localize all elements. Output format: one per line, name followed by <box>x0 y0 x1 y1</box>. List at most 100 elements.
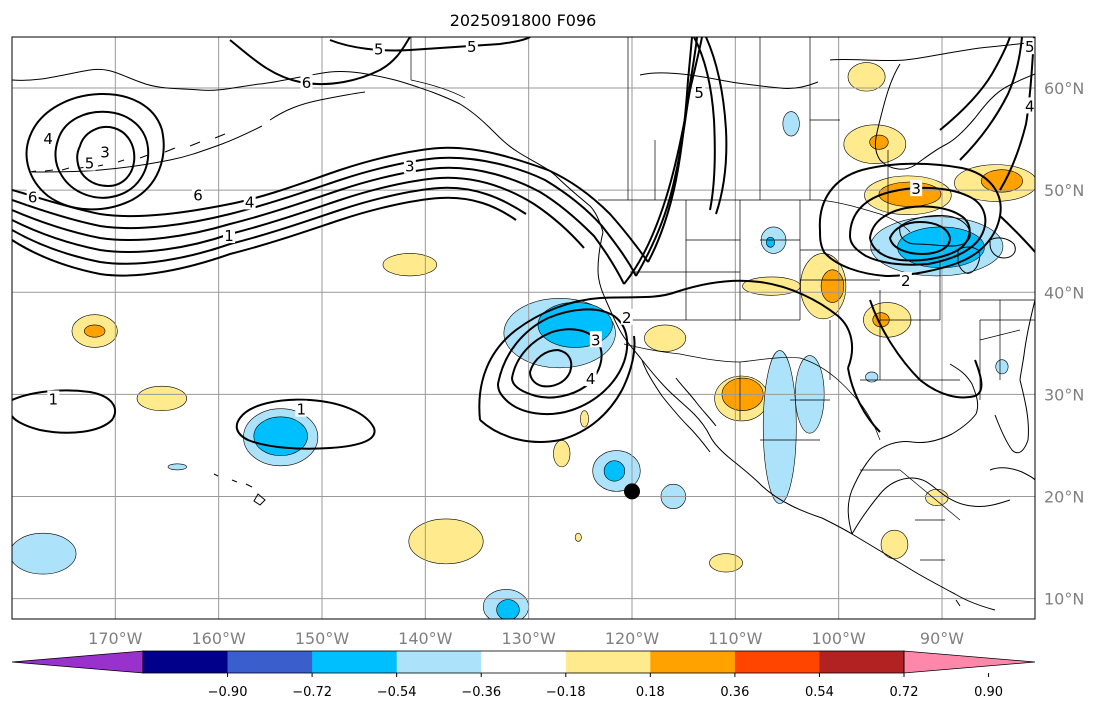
contour-band-6 <box>12 196 517 277</box>
contour-label: 4 <box>586 370 596 388</box>
contour-band-3 <box>12 166 625 285</box>
longitude-tick-label: 160°W <box>191 629 246 648</box>
contour-band-4 <box>12 176 585 253</box>
colorbar-tick-label: −0.18 <box>546 685 586 700</box>
latitude-tick-labels: 10°N 20°N 30°N 40°N 50°N 60°N <box>1044 79 1084 609</box>
contour-great-lakes-outer <box>818 162 1002 278</box>
figure-title: 2025091800 F096 <box>450 11 597 30</box>
anomaly-patch <box>408 518 484 565</box>
longitude-tick-label: 140°W <box>398 629 453 648</box>
colorbar-tick-label: −0.36 <box>461 685 501 700</box>
us-canada-border <box>598 199 911 233</box>
contour-southeast <box>869 299 983 399</box>
latitude-tick-label: 40°N <box>1044 283 1084 302</box>
contour-label-halo <box>192 186 204 203</box>
anomaly-patch <box>869 134 889 150</box>
contour-aleutian-low-mid <box>54 110 150 199</box>
contour-label: 3 <box>100 143 110 161</box>
us-state-borders <box>630 200 1035 400</box>
colorbar-segment <box>227 651 313 673</box>
alaska-canada-border <box>410 37 466 99</box>
longitude-tick-label: 90°W <box>920 629 964 648</box>
anomaly-patch <box>580 410 589 428</box>
contour-label: 3 <box>591 331 601 349</box>
east-coast <box>1019 299 1035 381</box>
contour-band-5 <box>12 186 527 265</box>
mexico-state-borders <box>739 362 961 561</box>
colorbar-tick-label: 0.18 <box>636 685 665 700</box>
contour-label: 3 <box>911 180 921 198</box>
coastlines <box>12 41 1035 611</box>
contour-label-halo <box>1023 97 1035 114</box>
anomaly-patch <box>84 324 106 338</box>
contour-label-halo <box>42 130 55 147</box>
anomaly-patch <box>603 460 626 482</box>
contour-great-lakes-mid <box>848 186 987 266</box>
anomaly-patch <box>553 440 571 468</box>
anomaly-patch <box>167 463 187 471</box>
contour-northeast-1 <box>939 37 1011 131</box>
colorbar-segment <box>481 651 567 673</box>
colorbar-segment <box>312 651 398 673</box>
anomaly-patch <box>762 350 797 504</box>
contour-label-halo <box>589 331 602 348</box>
longitude-tick-label: 120°W <box>605 629 660 648</box>
contour-label-halo <box>372 40 385 57</box>
latitude-tick-label: 60°N <box>1044 79 1084 98</box>
colorbar-tick-label: −0.90 <box>208 685 248 700</box>
anomaly-patch <box>574 532 582 542</box>
contour-band-2 <box>12 156 637 277</box>
contour-trough-2 <box>635 37 698 277</box>
contour-northeast-3 <box>999 37 1035 191</box>
gridlines <box>12 37 1035 619</box>
contour-aleutian-low-outer <box>25 92 165 211</box>
contour-label-halo <box>295 400 308 417</box>
anomaly-patch <box>382 253 438 277</box>
anomaly-patch <box>880 529 909 560</box>
map-frame <box>11 36 1036 620</box>
longitude-tick-label: 170°W <box>88 629 143 648</box>
contour-label-halo <box>26 188 39 205</box>
anomaly-patch <box>782 111 800 137</box>
colorbar: −0.90 −0.72 −0.54 −0.36 −0.18 0.18 0.36 0.54 0.7… <box>11 650 1036 700</box>
contour-label: 1 <box>224 227 234 245</box>
contour-label: 5 <box>374 40 384 58</box>
contour-offshore-low-5 <box>528 348 573 388</box>
longitude-tick-label: 110°W <box>708 629 763 648</box>
colorbar-extend-low <box>11 650 144 674</box>
colorbar-segment <box>396 651 482 673</box>
shaded-anomalies <box>12 62 1035 619</box>
hawaii-islands <box>213 473 266 506</box>
location-marker <box>624 483 640 500</box>
contour-label: 6 <box>302 74 312 92</box>
anomaly-patch <box>253 416 308 456</box>
contour-1-west <box>12 389 117 434</box>
contour-band-1 <box>12 146 649 263</box>
anomaly-patch <box>847 62 886 92</box>
anomaly-patch <box>865 371 879 383</box>
contour-lines <box>12 37 1035 450</box>
contour-label: 5 <box>467 38 477 56</box>
contour-trough-5 <box>705 37 728 215</box>
anomaly-patch <box>12 532 77 575</box>
anomaly-patch <box>709 553 743 573</box>
contour-label-halo <box>83 154 96 171</box>
colorbar-extend-high <box>903 650 1036 674</box>
colorbar-segment <box>734 651 820 673</box>
contour-label: 6 <box>193 186 203 204</box>
anomaly-patch <box>980 169 1023 193</box>
aleutian-islands <box>29 133 226 173</box>
colorbar-tick-label: 0.36 <box>720 685 749 700</box>
longitude-tick-labels: 170°W 160°W 150°W 140°W 130°W 120°W 110°W 100°W… <box>88 629 964 648</box>
contour-label-halo <box>910 180 923 197</box>
colorbar-tick-label: −0.72 <box>292 685 332 700</box>
latitude-tick-label: 30°N <box>1044 385 1084 404</box>
contour-label: 5 <box>85 155 95 173</box>
longitude-tick-label: 150°W <box>295 629 350 648</box>
cook-inlet <box>269 91 366 121</box>
colorbar-segment <box>819 651 905 673</box>
colorbar-segment <box>565 651 651 673</box>
contour-east-southern <box>847 367 881 433</box>
